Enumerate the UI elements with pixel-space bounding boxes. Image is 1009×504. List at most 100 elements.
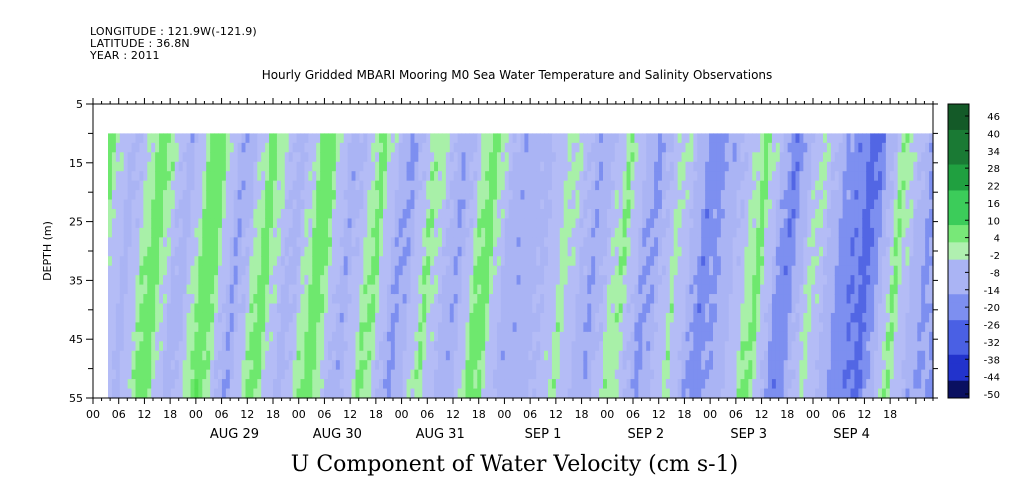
heat-cell: [261, 190, 266, 201]
heat-cell: [198, 227, 203, 238]
heat-cell: [402, 190, 408, 201]
heat-cell: [265, 275, 270, 286]
heat-cell: [669, 369, 675, 380]
heat-cell: [331, 303, 337, 314]
heat-cell: [752, 341, 757, 352]
heat-cell: [296, 388, 302, 399]
heat-cell: [540, 284, 545, 295]
heat-cell: [701, 331, 706, 342]
heat-cell: [225, 218, 231, 229]
heat-cell: [775, 312, 781, 323]
heat-cell: [603, 275, 608, 286]
heat-cell: [375, 152, 380, 163]
heat-cell: [359, 142, 364, 153]
heat-cell: [493, 246, 498, 257]
heat-cell: [237, 294, 243, 305]
heat-cell: [544, 312, 549, 323]
heat-cell: [791, 256, 797, 267]
heat-cell: [587, 142, 592, 153]
heat-cell: [669, 331, 675, 342]
heat-cell: [520, 379, 526, 390]
heat-cell: [198, 218, 203, 229]
heat-cell: [465, 312, 471, 323]
heat-cell: [669, 218, 675, 229]
heat-cell: [253, 133, 258, 144]
heat-cell: [736, 388, 742, 399]
heat-cell: [481, 218, 486, 229]
heat-cell: [237, 171, 243, 182]
heat-cell: [791, 218, 797, 229]
heat-cell: [414, 171, 419, 182]
heat-cell: [414, 275, 419, 286]
heat-cell: [634, 180, 639, 191]
heat-cell: [571, 161, 577, 172]
heat-cell: [166, 275, 172, 286]
heat-cell: [646, 312, 651, 323]
heat-cell: [732, 341, 738, 352]
heat-cell: [182, 227, 188, 238]
heat-cell: [787, 237, 793, 248]
heat-cell: [359, 360, 364, 371]
heat-cell: [414, 312, 419, 323]
heat-cell: [752, 331, 757, 342]
heat-cell: [587, 360, 592, 371]
heat-cell: [320, 142, 325, 153]
heat-cell: [650, 227, 655, 238]
heat-cell: [567, 284, 573, 295]
heat-cell: [316, 190, 321, 201]
heat-cell: [548, 152, 553, 163]
heat-cell: [477, 209, 482, 220]
heat-cell: [131, 379, 137, 390]
heat-cell: [280, 265, 286, 276]
heat-cell: [603, 209, 608, 220]
heat-cell: [618, 331, 624, 342]
heat-cell: [803, 256, 808, 267]
heat-cell: [265, 294, 270, 305]
heat-cell: [760, 152, 765, 163]
heat-cell: [724, 227, 730, 238]
heat-cell: [339, 142, 345, 153]
heat-cell: [610, 199, 616, 210]
heat-cell: [441, 171, 447, 182]
heat-cell: [284, 331, 290, 342]
heat-cell: [273, 284, 278, 295]
heat-cell: [551, 171, 557, 182]
heat-cell: [771, 142, 777, 153]
heat-cell: [591, 331, 596, 342]
heat-cell: [764, 171, 769, 182]
heat-cell: [508, 142, 514, 153]
heat-cell: [367, 218, 372, 229]
heat-cell: [548, 246, 553, 257]
heat-cell: [308, 180, 313, 191]
heat-cell: [520, 331, 526, 342]
heat-cell: [677, 331, 683, 342]
heat-cell: [685, 142, 691, 153]
heat-cell: [214, 190, 219, 201]
heat-cell: [155, 218, 160, 229]
heat-cell: [351, 388, 357, 399]
heat-cell: [693, 199, 698, 210]
heat-cell: [493, 322, 498, 333]
heat-cell: [359, 237, 364, 248]
heat-cell: [453, 190, 459, 201]
heat-cell: [795, 369, 801, 380]
heat-cell: [265, 341, 270, 352]
heat-cell: [587, 190, 592, 201]
heat-cell: [520, 322, 526, 333]
heat-cell: [697, 161, 702, 172]
heat-cell: [771, 209, 777, 220]
heat-cell: [551, 294, 557, 305]
heat-cell: [528, 379, 533, 390]
heat-cell: [355, 199, 361, 210]
heat-cell: [504, 275, 510, 286]
heat-cell: [221, 227, 227, 238]
heat-cell: [284, 294, 290, 305]
heat-cell: [276, 265, 282, 276]
heat-cell: [351, 341, 357, 352]
heat-cell: [465, 133, 471, 144]
heat-cell: [300, 133, 306, 144]
heat-cell: [225, 133, 231, 144]
heat-cell: [292, 199, 298, 210]
heat-cell: [669, 360, 675, 371]
heat-cell: [496, 133, 502, 144]
